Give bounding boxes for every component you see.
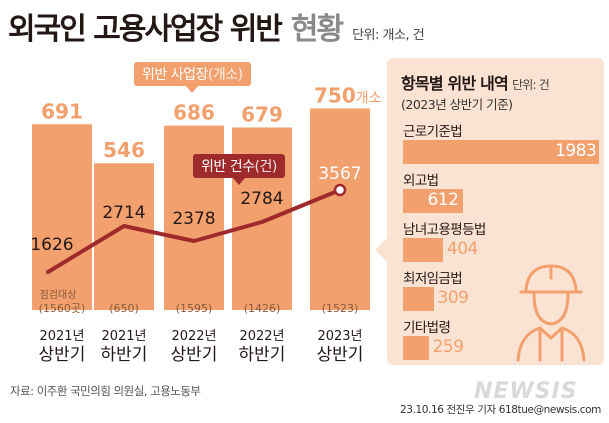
x-tick-label-half: 하반기: [101, 345, 148, 365]
panel-value: 404: [446, 239, 478, 259]
inspection-target-caption: 점검대상: [40, 289, 77, 301]
panel-unit: 단위: 건: [511, 78, 550, 92]
panel-bar: [403, 336, 429, 360]
inspection-target-label: (1560곳): [39, 302, 86, 315]
panel-item-label: 최저임금법: [403, 271, 463, 287]
x-tick-label-year: 2021년: [39, 329, 84, 344]
panel-title-text: 항목별 위반 내역: [401, 74, 509, 93]
bar-value-label: 546: [103, 138, 145, 162]
panel-value: 612: [427, 190, 459, 210]
panel-bar: [403, 140, 599, 164]
violation-breakdown-panel: 항목별 위반 내역 단위: 건 (2023년 상반기 기준) 근로기준법 1983 외…: [375, 58, 604, 365]
line-value-label: 1626: [30, 235, 73, 255]
bar-violating-workplaces: [310, 108, 370, 311]
bar-value-label: 686: [173, 101, 215, 125]
panel-title: 항목별 위반 내역 단위: 건: [401, 70, 550, 94]
x-tick-label-half: 하반기: [239, 345, 286, 365]
panel-item-label: 근로기준법: [403, 124, 463, 140]
panel-item-label: 외고법: [403, 173, 439, 189]
inspection-target-label: (650): [109, 302, 139, 315]
line-violation-count: [46, 188, 342, 274]
title-unit: 단위: 개소, 건: [352, 28, 425, 43]
legend-bars-main: 위반 사업장: [142, 67, 208, 83]
bar-value-label: 679: [241, 102, 283, 126]
line-value-label: 3567: [318, 164, 361, 184]
inspection-target-label: (1595): [176, 302, 213, 315]
bar-violating-workplaces: [32, 124, 92, 310]
legend-line-unit: (건): [254, 159, 277, 175]
inspection-target-label: (1523): [322, 302, 359, 315]
x-tick-label-half: 상반기: [39, 345, 86, 365]
line-value-label: 2378: [172, 209, 215, 229]
x-tick-label-half: 상반기: [317, 345, 364, 365]
panel-bar: [403, 189, 464, 213]
panel-bar: [403, 287, 434, 311]
line-value-label: 2784: [240, 189, 283, 209]
panel-value: 259: [432, 337, 464, 357]
worker-helmet-icon: [516, 264, 586, 362]
legend-bars-unit: (개소): [207, 67, 243, 83]
legend-violating-workplaces: 위반 사업장(개소): [134, 62, 251, 93]
x-tick-label-year: 2022년: [239, 329, 284, 344]
legend-line-main: 위반 건수: [201, 159, 255, 175]
bar-value-label: 750개소: [314, 83, 382, 107]
panel-value: 1983: [555, 141, 597, 161]
panel-item-label: 남녀고용평등법: [403, 222, 486, 238]
inspection-target-label: (1426): [244, 302, 281, 315]
line-end-marker: [333, 183, 347, 197]
line-value-label: 2714: [102, 203, 145, 223]
credit-line: 23.10.16 전진우 기자 618tue@newsis.com: [400, 404, 601, 416]
x-tick-label-year: 2023년: [317, 329, 362, 344]
panel-item-label: 기타법령: [403, 320, 451, 336]
legend-violation-count: 위반 건수(건): [193, 154, 285, 185]
source-note: 자료: 이주환 국민의힘 의원실, 고용노동부: [10, 384, 201, 398]
x-tick-label-half: 상반기: [171, 345, 218, 365]
x-tick-label-year: 2022년: [171, 329, 216, 344]
panel-subtitle: (2023년 상반기 기준): [401, 97, 513, 112]
page-subtitle: 현황: [290, 12, 344, 47]
panel-bar: [403, 238, 443, 262]
panel-value: 309: [437, 288, 469, 308]
title-block: 외국인 고용사업장 위반 현황 단위: 개소, 건: [8, 4, 425, 48]
newsis-watermark: NEWSIS: [474, 379, 578, 404]
x-tick-label-year: 2021년: [101, 329, 146, 344]
bar-value-label: 691: [41, 99, 83, 123]
page-title: 외국인 고용사업장 위반: [8, 12, 283, 47]
